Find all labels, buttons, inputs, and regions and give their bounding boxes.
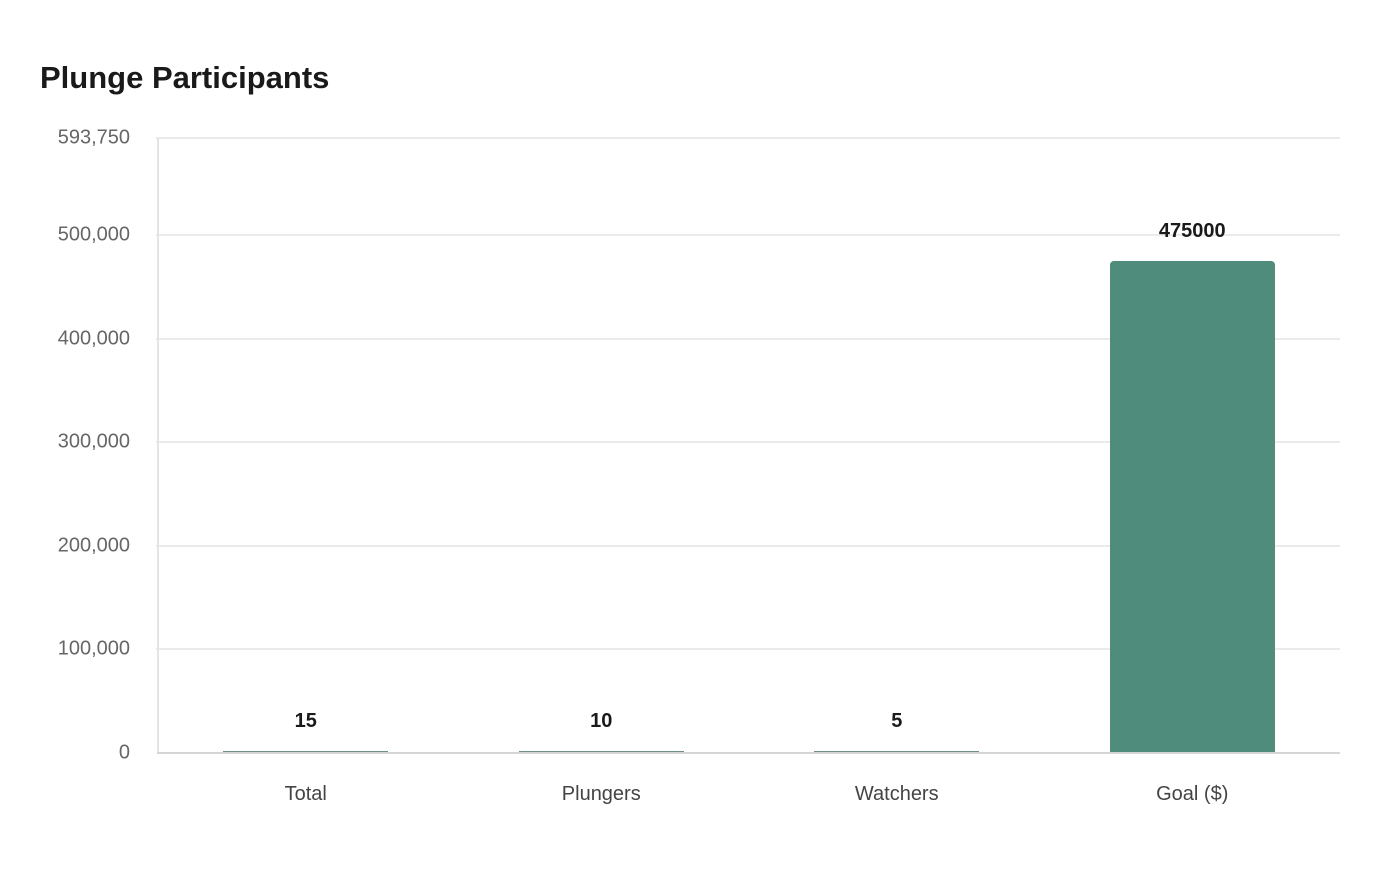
y-tick-label: 100,000: [57, 637, 130, 660]
gridline: [156, 648, 1340, 651]
x-tick-label: Plungers: [561, 783, 641, 805]
y-tick-label: 300,000: [57, 430, 130, 453]
gridline: [156, 234, 1340, 237]
x-tick-label: Goal ($): [1156, 783, 1229, 805]
bar-value-label: 475000: [1158, 220, 1226, 242]
bar-value-label: 5: [891, 710, 903, 732]
bar[interactable]: [1109, 261, 1275, 753]
bar-value-label: 15: [294, 710, 317, 732]
y-tick-label: 200,000: [57, 534, 130, 557]
x-tick-label: Total: [284, 783, 327, 805]
y-tick-label: 400,000: [57, 327, 130, 350]
gridline: [156, 544, 1340, 547]
plot-area: 15 10 5 475000: [156, 137, 1340, 753]
x-axis-line: [157, 752, 1340, 754]
bar-value-label: 10: [590, 710, 613, 732]
chart-title: Plunge Participants: [40, 60, 330, 95]
y-axis-line: [157, 138, 159, 754]
gridline: [156, 137, 1340, 139]
y-tick-label: 500,000: [57, 223, 130, 246]
gridline: [156, 337, 1340, 340]
y-tick-label: 0: [118, 741, 130, 764]
x-tick-label: Watchers: [854, 783, 939, 805]
gridline: [156, 441, 1340, 444]
y-tick-label: 593,750: [57, 126, 130, 149]
